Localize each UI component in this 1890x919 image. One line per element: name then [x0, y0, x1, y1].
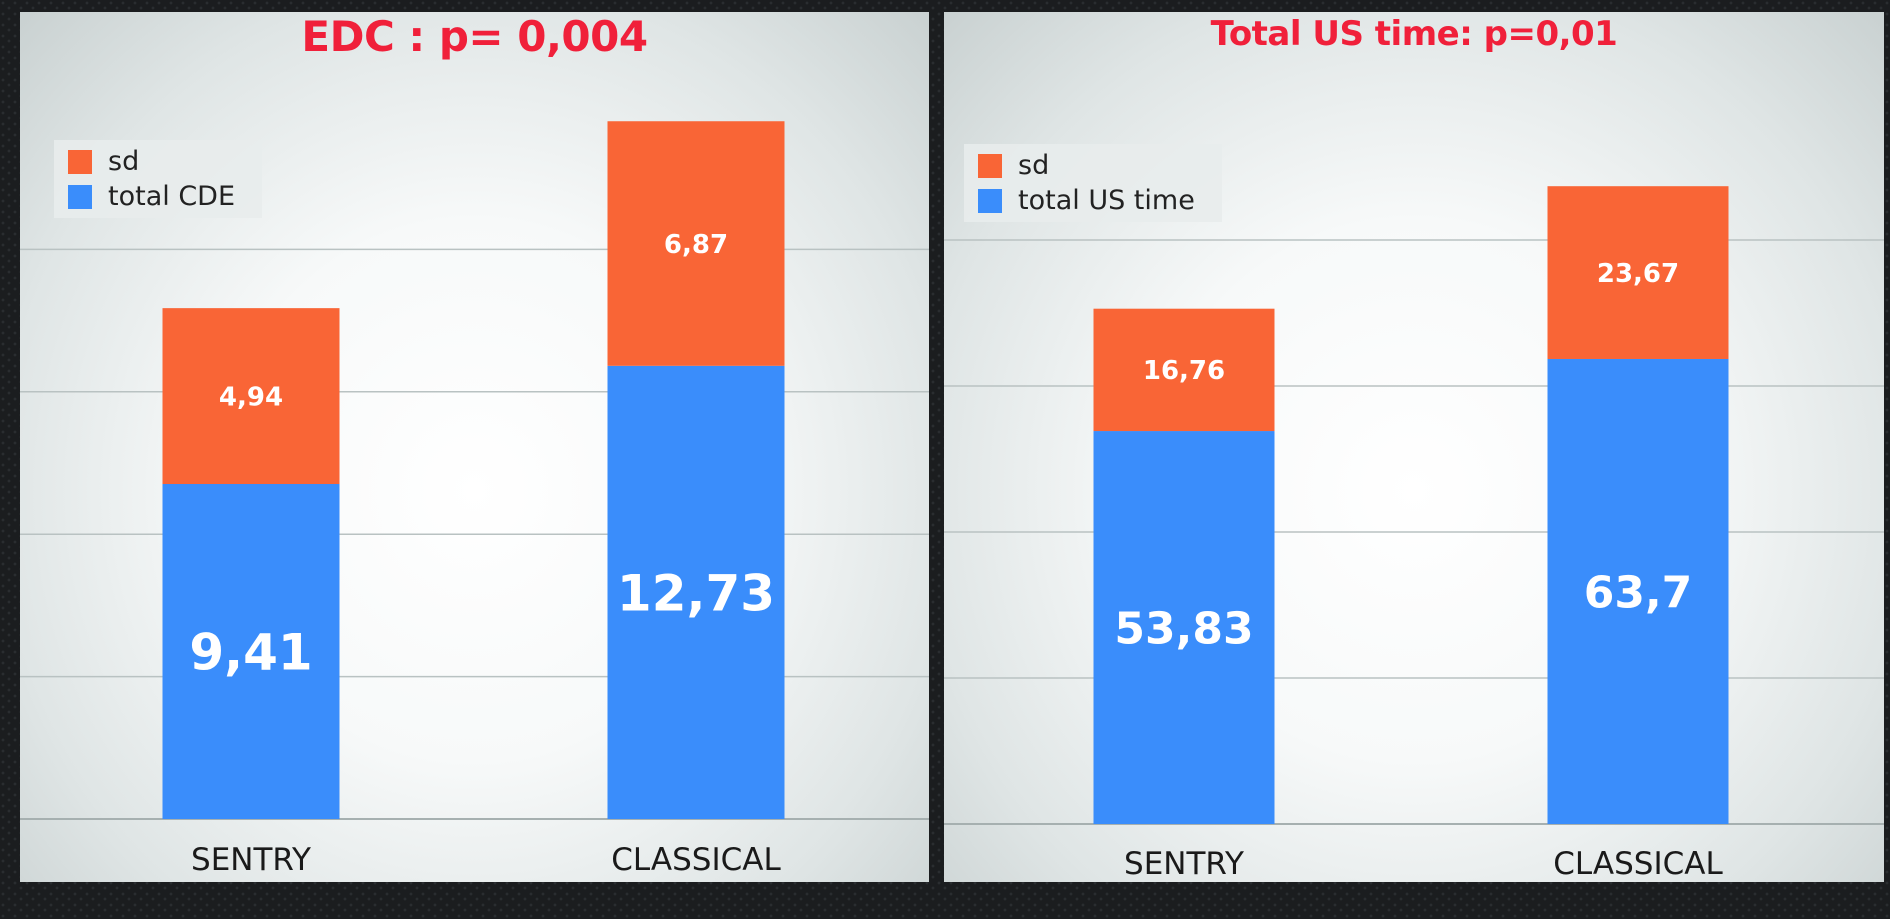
- legend-label-total-us-time: total US time: [1018, 185, 1195, 216]
- bar-total-sentry: [162, 484, 340, 819]
- category-label: SENTRY: [1124, 846, 1244, 882]
- category-label: CLASSICAL: [1553, 846, 1723, 882]
- data-label: 12,73: [617, 564, 775, 622]
- chart-plot-edc: 9,41 4,94 SENTRY 12,73 6,87 CLASSICAL: [20, 121, 929, 878]
- data-label: 4,94: [219, 382, 283, 412]
- data-label: 6,87: [664, 230, 728, 260]
- legend-swatch-total-us-time: [978, 188, 1002, 213]
- data-label: 63,7: [1584, 567, 1693, 618]
- legend-swatch-sd: [978, 153, 1002, 178]
- legend-item-total-us-time: total US time: [978, 183, 1208, 218]
- legend-label-total-cde: total CDE: [108, 181, 236, 212]
- legend-label-sd: sd: [108, 146, 140, 177]
- bar-sd-classical: [607, 121, 785, 366]
- chart-panel-edc: 9,41 4,94 SENTRY 12,73 6,87 CLASSICAL EDC : p…: [20, 12, 929, 882]
- legend-edc: sd total CDE: [54, 140, 262, 218]
- category-label: SENTRY: [191, 842, 311, 878]
- category-label: CLASSICAL: [611, 842, 781, 878]
- data-label: 53,83: [1114, 603, 1253, 654]
- chart-title-edc: EDC : p= 0,004: [301, 12, 648, 61]
- bar-sd-sentry: [1093, 308, 1275, 432]
- legend-item-sd: sd: [978, 148, 1208, 183]
- legend-item-total-cde: total CDE: [68, 179, 248, 214]
- legend-us-time: sd total US time: [964, 144, 1222, 222]
- bar-sd-sentry: [162, 308, 340, 485]
- bar-total-classical: [1547, 358, 1729, 824]
- bar-sd-classical: [1547, 186, 1729, 359]
- bar-total-classical: [607, 365, 785, 819]
- bar-total-sentry: [1093, 431, 1275, 824]
- legend-label-sd: sd: [1018, 150, 1050, 181]
- legend-swatch-sd: [68, 149, 92, 174]
- legend-swatch-total-cde: [68, 184, 92, 209]
- chart-title-us-time: Total US time: p=0,01: [1210, 14, 1618, 54]
- data-label: 16,76: [1143, 356, 1225, 386]
- legend-item-sd: sd: [68, 144, 248, 179]
- chart-plot-us-time: 53,83 16,76 SENTRY 63,7 23,67 CLASSICAL: [944, 186, 1884, 882]
- chart-panel-us-time: 53,83 16,76 SENTRY 63,7 23,67 CLASSICAL Total…: [944, 12, 1884, 882]
- data-label: 23,67: [1597, 259, 1679, 289]
- data-label: 9,41: [189, 624, 312, 682]
